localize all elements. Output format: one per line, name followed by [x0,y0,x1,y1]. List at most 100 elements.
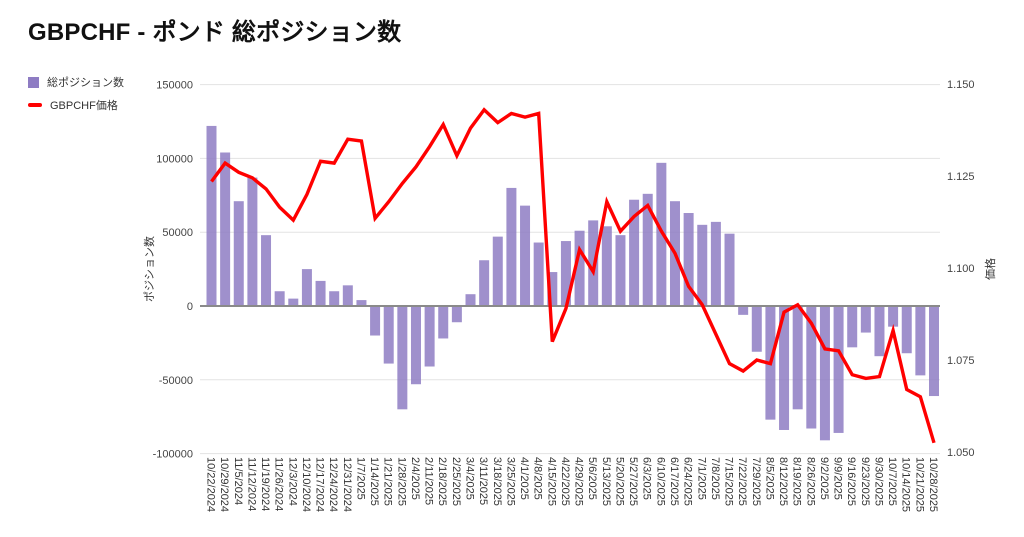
bar[interactable] [479,260,490,306]
bar[interactable] [629,199,640,306]
bar[interactable] [288,298,299,306]
bar[interactable] [601,226,612,306]
bar[interactable] [574,230,585,306]
chart-title: GBPCHF - ポンド 総ポジション数 [28,19,402,46]
x-axis-label: 5/20/2025 [613,457,625,506]
x-axis-label: 9/2/2025 [818,457,830,500]
x-axis-label: 9/23/2025 [859,457,871,506]
x-axis-label: 7/29/2025 [750,457,762,506]
x-axis-label: 4/22/2025 [559,457,571,506]
x-axis-label: 3/4/2025 [464,457,476,500]
x-axis-label: 5/13/2025 [600,457,612,506]
bar[interactable] [261,235,272,306]
left-axis-tick-label: -100000 [153,449,193,461]
x-axis-label: 2/11/2025 [423,457,435,505]
bar[interactable] [438,306,449,339]
bar[interactable] [410,306,421,385]
bar[interactable] [901,306,912,354]
x-axis-label: 3/25/2025 [504,457,516,506]
bar[interactable] [874,306,885,357]
bar[interactable] [342,285,353,306]
bar[interactable] [547,272,558,306]
bar[interactable] [220,152,231,306]
x-axis-label: 7/1/2025 [695,457,707,500]
bar[interactable] [738,306,749,315]
price-line[interactable] [210,107,936,444]
legend-item-positions[interactable]: 総ポジション数 [28,74,124,90]
bar[interactable] [451,306,462,323]
bar[interactable] [724,233,735,306]
x-axis-label: 7/22/2025 [736,457,748,506]
x-axis-label: 2/4/2025 [409,457,421,500]
bar[interactable] [329,291,340,306]
x-axis-label: 1/28/2025 [395,457,407,506]
bar[interactable] [315,280,326,306]
legend-item-price[interactable]: GBPCHF価格 [28,97,124,113]
x-axis-label: 6/3/2025 [641,457,653,500]
x-axis-label: 12/31/2024 [341,457,353,512]
bar[interactable] [642,193,653,306]
bar[interactable] [806,306,817,429]
bar[interactable] [915,306,926,376]
bar[interactable] [792,306,803,410]
x-axis-label: 7/15/2025 [723,457,735,506]
x-axis-label: 6/10/2025 [654,457,666,506]
x-axis-label: 12/17/2024 [314,457,326,512]
bar[interactable] [370,306,381,336]
left-axis-tick-label: -50000 [159,375,193,387]
left-axis-tick-label: 100000 [156,153,193,165]
x-axis-label: 8/12/2025 [777,457,789,506]
bar[interactable] [424,306,435,367]
x-axis-label: 7/8/2025 [709,457,721,500]
bar[interactable] [492,236,503,306]
bar[interactable] [533,242,544,306]
bar[interactable] [615,235,626,306]
legend: 総ポジション数 GBPCHF価格 [28,74,124,120]
bar[interactable] [356,300,367,306]
right-axis-tick-label: 1.150 [947,79,975,91]
x-axis-label: 12/24/2024 [327,457,339,512]
bar[interactable] [860,306,871,333]
x-axis-label: 12/3/2024 [286,457,298,506]
x-axis-label: 10/14/2025 [900,457,912,512]
x-axis-label: 12/10/2024 [300,457,312,512]
x-axis-label: 8/5/2025 [763,457,775,500]
left-axis-tick-label: 150000 [156,80,193,92]
bar[interactable] [847,306,858,348]
x-axis-label: 10/29/2024 [218,457,230,512]
bar[interactable] [206,125,217,306]
bar[interactable] [683,213,694,306]
x-axis-label: 4/15/2025 [545,457,557,506]
x-axis-label: 9/16/2025 [845,457,857,506]
x-axis-label: 10/28/2025 [927,457,939,512]
bar[interactable] [520,205,531,306]
bar[interactable] [697,224,708,306]
x-axis-label: 5/27/2025 [627,457,639,506]
right-axis-tick-label: 1.075 [947,355,975,367]
x-axis-label: 11/19/2024 [259,457,271,511]
legend-label-positions: 総ポジション数 [47,77,124,89]
bar[interactable] [560,241,571,306]
x-axis-label: 1/14/2025 [368,457,380,506]
bar[interactable] [465,294,476,306]
bar[interactable] [383,306,394,364]
bar[interactable] [929,306,939,397]
bar[interactable] [506,187,517,306]
bar[interactable] [247,177,258,306]
bar[interactable] [397,306,408,410]
bar[interactable] [779,306,790,430]
bar[interactable] [833,306,844,433]
bar[interactable] [819,306,830,441]
bar[interactable] [888,306,899,327]
x-axis-label: 8/26/2025 [804,457,816,506]
x-axis-label: 3/18/2025 [491,457,503,506]
legend-label-price: GBPCHF価格 [50,100,118,112]
bar[interactable] [233,201,244,306]
right-axis-tick-label: 1.125 [947,171,975,183]
bar[interactable] [301,269,312,306]
bar[interactable] [751,306,762,352]
bar[interactable] [710,221,721,306]
bar[interactable] [274,291,285,306]
